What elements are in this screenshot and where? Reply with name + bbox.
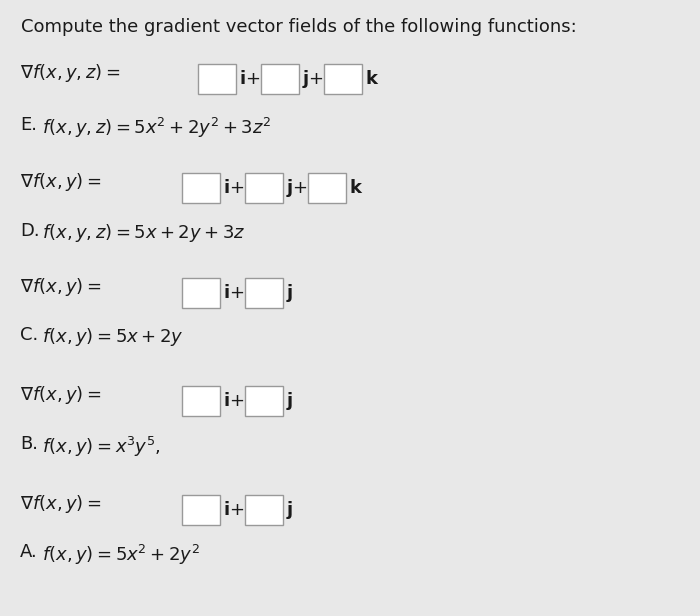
Text: $\mathbf{i}$+: $\mathbf{i}$+ [223,501,244,519]
Text: $\mathbf{j}$+: $\mathbf{j}$+ [286,177,308,199]
Text: $\mathbf{j}$: $\mathbf{j}$ [286,499,293,521]
Text: $f(x, y, z) = 5x^2 + 2y^2 + 3z^2$: $f(x, y, z) = 5x^2 + 2y^2 + 3z^2$ [42,116,271,140]
Text: $f(x, y) = 5x + 2y$: $f(x, y) = 5x + 2y$ [42,326,183,349]
FancyBboxPatch shape [245,495,283,525]
Text: $\nabla f(x, y, z) =$: $\nabla f(x, y, z) =$ [20,62,120,84]
FancyBboxPatch shape [198,63,236,94]
Text: $\mathbf{k}$: $\mathbf{k}$ [349,179,363,197]
Text: Compute the gradient vector fields of the following functions:: Compute the gradient vector fields of th… [21,18,577,36]
Text: C.: C. [20,326,38,344]
Text: $\nabla f(x, y) =$: $\nabla f(x, y) =$ [20,493,101,515]
FancyBboxPatch shape [308,173,346,203]
Text: $\nabla f(x, y) =$: $\nabla f(x, y) =$ [20,276,101,298]
FancyBboxPatch shape [245,386,283,416]
FancyBboxPatch shape [324,63,362,94]
FancyBboxPatch shape [182,495,220,525]
FancyBboxPatch shape [182,278,220,308]
Text: $\mathbf{i}$+: $\mathbf{i}$+ [223,284,244,302]
Text: $f(x, y, z) = 5x + 2y + 3z$: $f(x, y, z) = 5x + 2y + 3z$ [42,222,245,244]
Text: $f(x, y) = 5x^2 + 2y^2$: $f(x, y) = 5x^2 + 2y^2$ [42,543,200,567]
FancyBboxPatch shape [182,173,220,203]
FancyBboxPatch shape [261,63,299,94]
Text: $\mathbf{j}$: $\mathbf{j}$ [286,282,293,304]
FancyBboxPatch shape [245,278,283,308]
Text: $\mathbf{j}$+: $\mathbf{j}$+ [302,68,324,89]
Text: $f(x, y) = x^3y^5,$: $f(x, y) = x^3y^5,$ [42,435,161,459]
Text: E.: E. [20,116,37,134]
FancyBboxPatch shape [182,386,220,416]
Text: $\mathbf{i}$+: $\mathbf{i}$+ [223,179,244,197]
Text: $\mathbf{k}$: $\mathbf{k}$ [365,70,379,87]
Text: $\mathbf{i}$+: $\mathbf{i}$+ [239,70,260,87]
Text: D.: D. [20,222,40,240]
Text: A.: A. [20,543,38,561]
Text: $\mathbf{j}$: $\mathbf{j}$ [286,391,293,412]
Text: $\mathbf{i}$+: $\mathbf{i}$+ [223,392,244,410]
Text: B.: B. [20,435,38,453]
Text: $\nabla f(x, y) =$: $\nabla f(x, y) =$ [20,171,101,193]
FancyBboxPatch shape [245,173,283,203]
Text: $\nabla f(x, y) =$: $\nabla f(x, y) =$ [20,384,101,407]
